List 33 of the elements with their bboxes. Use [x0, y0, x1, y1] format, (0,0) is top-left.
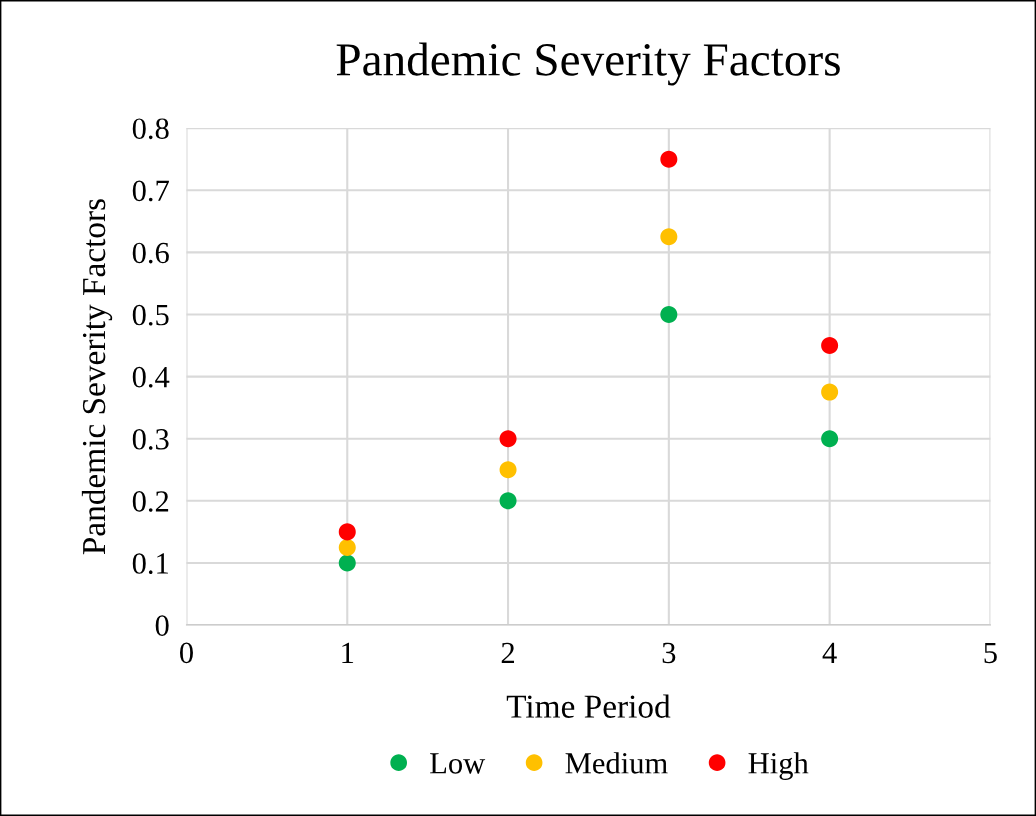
x-tick-label: 3	[662, 642, 676, 664]
y-tick-label: 0	[155, 615, 169, 636]
x-tick-label: 2	[501, 642, 515, 663]
point	[338, 523, 356, 541]
x-tick-label: 5	[984, 642, 997, 664]
chart-title: Pandemic Severity Factors	[336, 42, 840, 86]
y-tick-label: 0.7	[132, 180, 169, 202]
y-tick-label: 0.4	[132, 366, 170, 388]
point	[660, 228, 678, 246]
y-tick-label: 0.3	[132, 428, 169, 450]
x-tick-label: 1	[342, 642, 354, 663]
point	[338, 554, 356, 572]
legend-label: Medium	[565, 752, 668, 774]
y-tick-label: 0.1	[132, 553, 168, 574]
point	[660, 305, 678, 323]
x-tick-label: 4	[822, 642, 837, 663]
point	[338, 538, 356, 556]
x-axis-title: Time Period	[506, 694, 671, 718]
point	[821, 337, 839, 355]
y-tick-label: 0.6	[132, 242, 169, 264]
legend-label: Low	[430, 753, 486, 774]
y-tick-label: 0.2	[132, 491, 169, 512]
point	[499, 492, 517, 510]
point	[499, 461, 517, 479]
point	[499, 430, 517, 448]
y-tick-label: 0.5	[132, 304, 169, 326]
point	[660, 150, 678, 168]
point	[821, 383, 839, 401]
x-tick-label: 0	[180, 642, 193, 664]
y-axis-title: Pandemic Severity Factors	[81, 199, 113, 555]
y-tick-label: 0.8	[132, 118, 169, 140]
legend-label: High	[748, 752, 809, 780]
point	[821, 430, 839, 448]
